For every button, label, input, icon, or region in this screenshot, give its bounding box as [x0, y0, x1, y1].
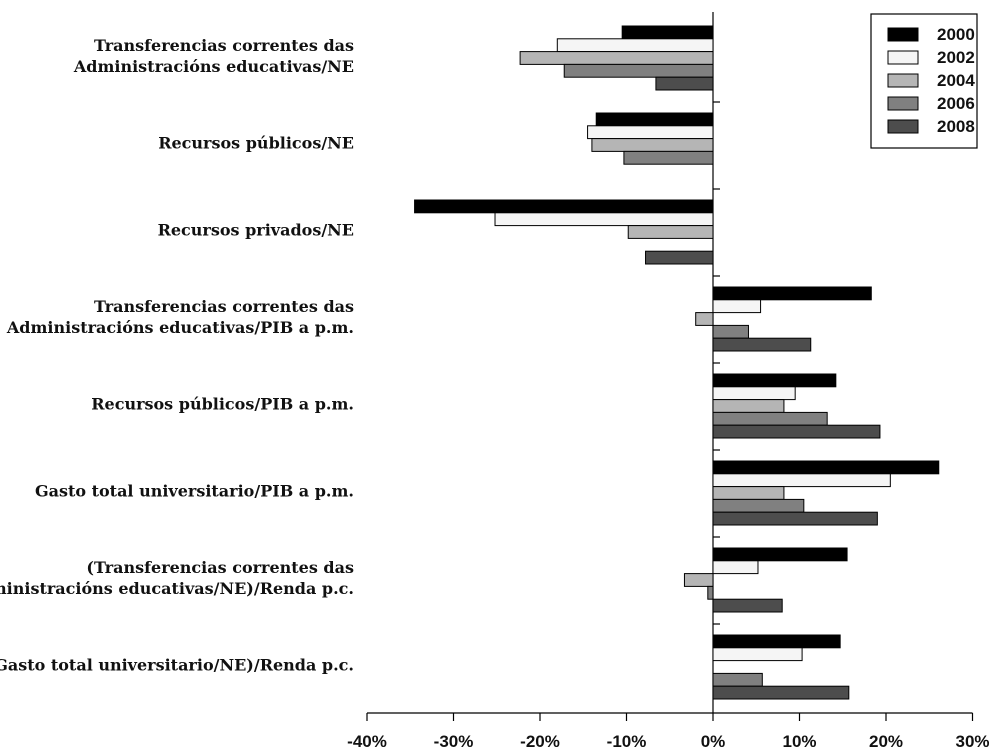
- bar-2000-cat-4: [712, 373, 837, 388]
- legend-label-2002: 2002: [937, 48, 975, 67]
- bar-2004-cat-6: [683, 573, 714, 587]
- legend: 2000 2002 2004 2006 2008: [870, 13, 978, 149]
- category-label: Recursos públicos/PIB a p.m.: [91, 395, 354, 414]
- bar-2002-cat-0: [556, 38, 714, 53]
- category-label: Recursos públicos/NE: [158, 134, 354, 153]
- bar-2006-cat-5: [712, 498, 805, 513]
- bar-2006-cat-7: [712, 672, 763, 687]
- x-tick-label: 20%: [869, 732, 903, 751]
- bar-2006-cat-0: [563, 63, 714, 78]
- bar-2008-cat-2: [645, 250, 714, 265]
- bar-2002-cat-3: [712, 299, 762, 314]
- bar-2002-cat-1: [587, 125, 714, 140]
- bar-2004-cat-0: [519, 51, 714, 65]
- bar-2002-cat-4: [712, 386, 796, 401]
- bar-2006-cat-6: [707, 585, 714, 600]
- category-label: Recursos privados/NE: [158, 221, 354, 240]
- bar-2002-cat-7: [712, 647, 803, 662]
- bar-2000-cat-1: [595, 112, 714, 127]
- bar-2000-cat-3: [712, 286, 872, 301]
- legend-label-2008: 2008: [937, 117, 975, 136]
- legend-swatch-2004: [887, 73, 919, 88]
- legend-label-2004: 2004: [937, 71, 975, 90]
- x-tick-label: -20%: [520, 732, 560, 751]
- category-label: Transferencias correntes das Administraci…: [73, 36, 354, 76]
- bar-2000-cat-2: [414, 199, 714, 214]
- bar-2006-cat-4: [712, 411, 828, 426]
- bar-2006-cat-1: [623, 150, 714, 165]
- bar-2002-cat-5: [712, 473, 891, 488]
- bar-2002-cat-2: [494, 212, 714, 227]
- bar-2000-cat-7: [712, 634, 841, 649]
- bar-2008-cat-3: [712, 337, 812, 352]
- bar-2004-cat-2: [627, 225, 714, 239]
- legend-label-2000: 2000: [937, 25, 975, 44]
- bar-2008-cat-5: [712, 511, 878, 526]
- legend-swatch-2006: [887, 96, 919, 111]
- category-label: Gasto total universitario/PIB a p.m.: [35, 482, 354, 501]
- legend-swatch-2008: [887, 119, 919, 134]
- bar-2008-cat-7: [712, 685, 850, 700]
- x-tick-label: 30%: [955, 732, 989, 751]
- bar-2006-cat-3: [712, 324, 749, 339]
- legend-swatch-2000: [887, 27, 919, 42]
- bar-2008-cat-0: [655, 76, 714, 91]
- x-tick-label: -40%: [347, 732, 387, 751]
- bar-2004-cat-3: [695, 312, 714, 326]
- bar-2004-cat-1: [591, 138, 714, 152]
- bar-2000-cat-5: [712, 460, 940, 475]
- category-label: Transferencias correntes das Administraci…: [6, 297, 354, 337]
- bar-2008-cat-6: [712, 598, 783, 613]
- bar-2000-cat-0: [621, 25, 714, 40]
- bars-layer: [414, 25, 940, 700]
- bar-2002-cat-6: [712, 560, 759, 575]
- x-tick-label: -10%: [607, 732, 647, 751]
- x-tick-label: 0%: [701, 732, 726, 751]
- bar-2004-cat-4: [712, 399, 785, 413]
- bar-2004-cat-5: [712, 486, 785, 500]
- category-label: (Gasto total universitario/NE)/Renda p.c…: [0, 656, 354, 675]
- category-label: (Transferencias correntes das Administrac…: [0, 558, 354, 598]
- x-tick-label: -30%: [434, 732, 474, 751]
- category-labels: Transferencias correntes das Administraci…: [0, 36, 354, 675]
- bar-2008-cat-4: [712, 424, 881, 439]
- x-tick-label: 10%: [782, 732, 816, 751]
- legend-label-2006: 2006: [937, 94, 975, 113]
- bar-2000-cat-6: [712, 547, 848, 562]
- legend-swatch-2002: [887, 50, 919, 65]
